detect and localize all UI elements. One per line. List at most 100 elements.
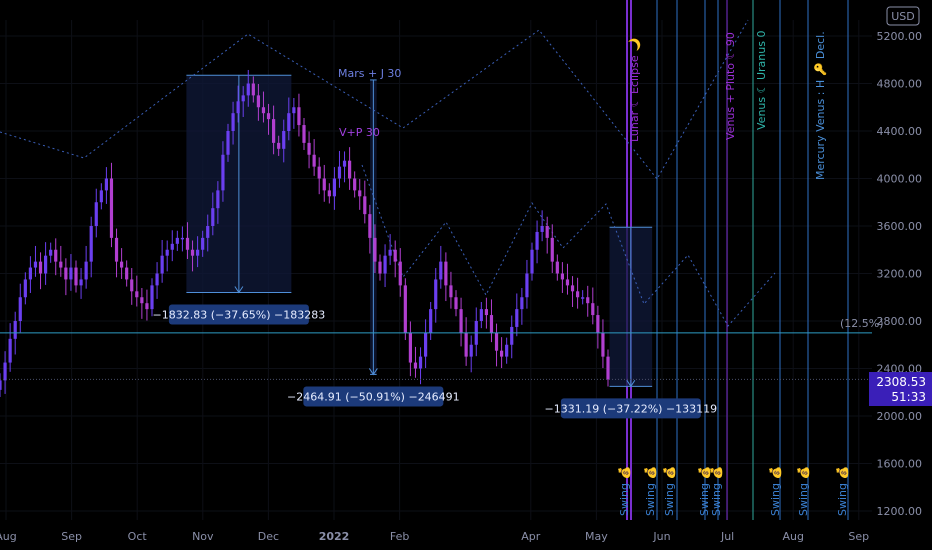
candle bbox=[408, 332, 412, 363]
candle bbox=[312, 154, 316, 167]
candle bbox=[89, 226, 93, 262]
measure-label-bg bbox=[168, 304, 309, 325]
swing-label: Swing 💰 bbox=[618, 466, 631, 516]
measure-arrowhead bbox=[626, 380, 636, 388]
candle bbox=[59, 261, 63, 268]
swing-label: Swing 💰 bbox=[698, 466, 711, 516]
candles bbox=[0, 69, 610, 397]
currency-badge[interactable]: USD bbox=[886, 6, 920, 26]
candle bbox=[535, 231, 539, 250]
x-tick-label: Oct bbox=[128, 530, 148, 543]
candle bbox=[393, 249, 397, 262]
candle bbox=[565, 279, 570, 286]
candle bbox=[586, 297, 590, 304]
candle bbox=[277, 142, 281, 149]
candle bbox=[79, 279, 83, 286]
candle bbox=[13, 321, 17, 339]
annotation-vp30: V+P 30 bbox=[339, 126, 380, 139]
candle bbox=[180, 237, 184, 240]
candle bbox=[241, 95, 245, 102]
candle bbox=[429, 309, 433, 333]
candle bbox=[246, 83, 250, 96]
candle bbox=[221, 154, 225, 191]
candle bbox=[266, 113, 271, 120]
candle bbox=[185, 237, 190, 250]
candle bbox=[261, 107, 266, 114]
candle bbox=[226, 131, 230, 155]
candle bbox=[251, 83, 255, 96]
candle bbox=[307, 142, 311, 155]
fib-label: (12.5%) bbox=[840, 317, 884, 330]
measure-arrowhead bbox=[368, 368, 378, 376]
y-tick-label: 1200.00 bbox=[877, 505, 923, 518]
candle bbox=[64, 267, 68, 280]
candle bbox=[8, 338, 12, 363]
candle bbox=[424, 332, 428, 357]
candle bbox=[555, 261, 559, 274]
candle bbox=[190, 249, 195, 256]
candle bbox=[576, 291, 580, 298]
y-tick-label: 3600.00 bbox=[877, 220, 923, 233]
candle bbox=[44, 255, 48, 274]
candle bbox=[398, 261, 402, 286]
measure-label: −1832.83 (−37.65%) −183283 bbox=[153, 309, 326, 322]
x-tick-label: 2022 bbox=[319, 530, 350, 543]
annotation-mars-j30: Mars + J 30 bbox=[338, 67, 401, 80]
candle bbox=[297, 107, 301, 126]
candle bbox=[256, 95, 260, 108]
candle bbox=[175, 237, 179, 244]
candle bbox=[216, 190, 220, 209]
x-tick-label: Feb bbox=[390, 530, 409, 543]
candle bbox=[505, 344, 509, 357]
candle bbox=[348, 160, 352, 179]
candle bbox=[135, 291, 139, 298]
candle bbox=[500, 350, 504, 357]
swing-label: Swing 💰 bbox=[797, 466, 810, 516]
x-tick-label: Sep bbox=[848, 530, 869, 543]
candle bbox=[0, 380, 2, 390]
x-tick-label: Nov bbox=[192, 530, 214, 543]
candle bbox=[317, 166, 321, 179]
candle bbox=[272, 119, 276, 143]
candle bbox=[342, 160, 347, 167]
y-axis[interactable]: 5200.00 4800.00 4400.00 4000.00 3600.00 3200.… bbox=[877, 30, 923, 518]
x-tick-label: Sep bbox=[61, 530, 82, 543]
candle bbox=[601, 332, 605, 357]
candle bbox=[33, 261, 38, 268]
candle bbox=[510, 326, 514, 345]
y-tick-label: 2800.00 bbox=[877, 315, 923, 328]
candle bbox=[49, 249, 53, 256]
candle bbox=[114, 237, 119, 262]
vlabel-mercury-venus: Mercury Venus : H 🔑 Decl. bbox=[813, 31, 827, 180]
candle bbox=[160, 255, 164, 274]
candle bbox=[337, 166, 342, 179]
x-tick-label: Aug bbox=[782, 530, 803, 543]
candle bbox=[484, 309, 488, 316]
candle bbox=[332, 178, 336, 197]
candle bbox=[201, 237, 205, 250]
candle bbox=[363, 196, 367, 215]
svg-text:51:33: 51:33 bbox=[891, 390, 926, 404]
svg-text:Mercury Venus : H 🔑 Decl.: Mercury Venus : H 🔑 Decl. bbox=[813, 31, 827, 180]
candle bbox=[120, 261, 124, 268]
candle bbox=[454, 297, 458, 310]
y-tick-label: 4000.00 bbox=[877, 173, 923, 186]
measure-arrowhead bbox=[234, 286, 244, 294]
x-axis[interactable]: Aug Sep Oct Nov Dec 2022 Feb Apr May Jun Jul Aug Sep bbox=[0, 530, 869, 543]
swing-label: Swing 💰 bbox=[769, 466, 782, 516]
candle bbox=[23, 279, 27, 298]
candle bbox=[155, 273, 159, 286]
candle bbox=[464, 332, 468, 357]
candle bbox=[540, 226, 544, 232]
y-tick-label: 3200.00 bbox=[877, 268, 923, 281]
vlabel-lunar-eclipse: Lunar ☾ Eclipse 🌙 bbox=[628, 38, 641, 142]
candle bbox=[282, 131, 286, 149]
candle bbox=[439, 261, 443, 280]
vlabel-venus-uranus: Venus ☾ Uranus 0 bbox=[755, 31, 768, 130]
candle bbox=[403, 285, 407, 333]
candle bbox=[525, 273, 529, 298]
x-tick-label: Jun bbox=[652, 530, 670, 543]
candle bbox=[287, 113, 291, 131]
candle bbox=[170, 243, 174, 250]
